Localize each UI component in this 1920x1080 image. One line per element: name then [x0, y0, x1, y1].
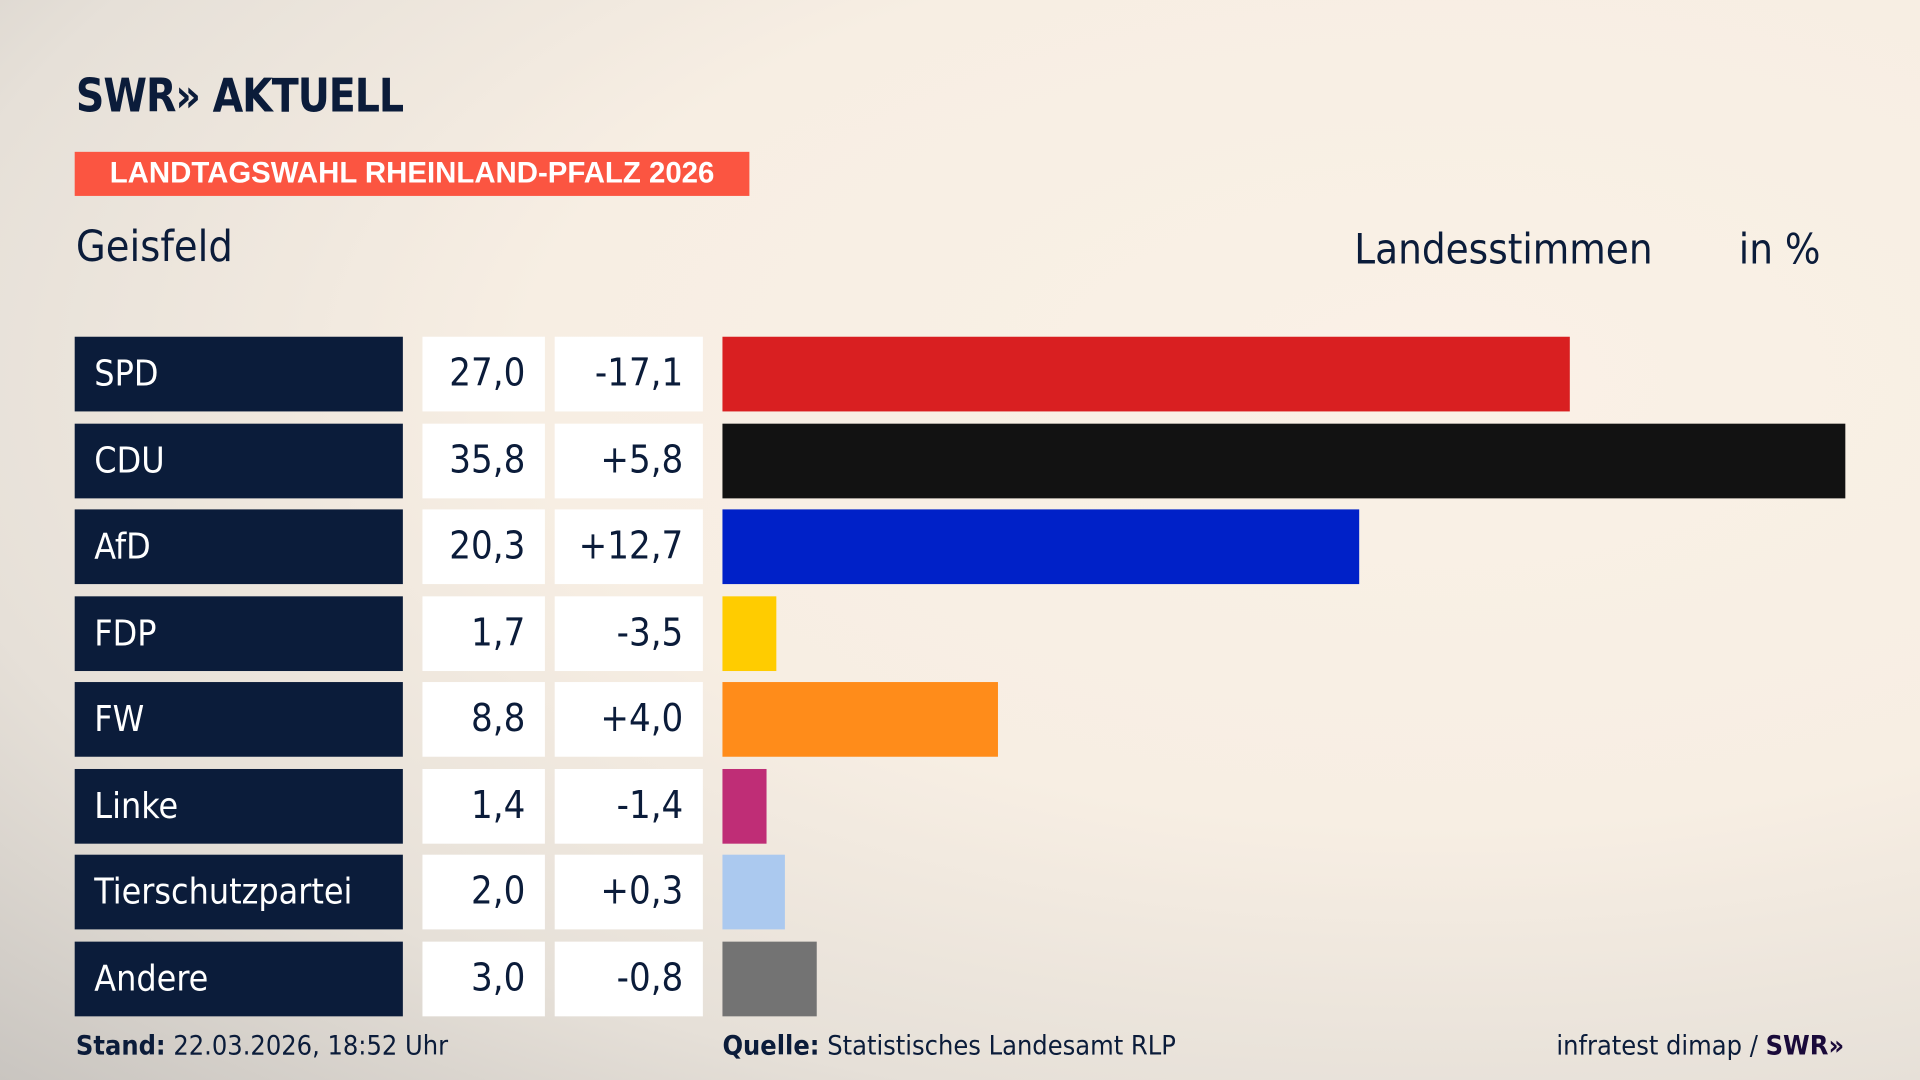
value-label: 8,8 — [422, 682, 545, 757]
diff-label: +4,0 — [554, 682, 703, 757]
diff-label: -1,4 — [554, 768, 703, 844]
party-label: Linke — [74, 768, 403, 844]
party-label: FDP — [74, 595, 403, 671]
bar-linke — [722, 768, 767, 844]
swr-aktuell-logo: SWR» AKTUELL — [75, 68, 404, 123]
value-label: 2,0 — [422, 854, 545, 930]
value-label: 20,3 — [422, 509, 545, 585]
bar-andere — [722, 941, 817, 1016]
bar-fdp — [722, 595, 776, 671]
diff-label: -0,8 — [554, 941, 703, 1016]
party-label: FW — [74, 682, 403, 757]
credit-text: infratest dimap / — [1556, 1031, 1758, 1062]
source-value: Statistisches Landesamt RLP — [827, 1031, 1176, 1062]
timestamp: Stand: 22.03.2026, 18:52 Uhr — [76, 1031, 448, 1062]
election-banner: LANDTAGSWAHL RHEINLAND-PFALZ 2026 — [74, 151, 750, 196]
diff-label: +0,3 — [554, 854, 703, 930]
region-title: Geisfeld — [75, 222, 233, 272]
diff-label: -3,5 — [554, 595, 703, 671]
value-label: 3,0 — [422, 941, 545, 1016]
value-label: 1,7 — [422, 595, 545, 671]
bar-cdu — [722, 423, 1846, 498]
credit: infratest dimap / SWR» — [1556, 1031, 1844, 1062]
bar-afd — [722, 509, 1360, 585]
diff-label: -17,1 — [554, 336, 703, 412]
party-label: Tierschutzpartei — [74, 854, 403, 930]
value-label: 27,0 — [422, 336, 545, 412]
value-label: 35,8 — [422, 423, 545, 498]
party-label: SPD — [74, 336, 403, 412]
diff-label: +12,7 — [554, 509, 703, 585]
diff-label: +5,8 — [554, 423, 703, 498]
source-label: Quelle: — [722, 1031, 820, 1062]
party-label: AfD — [74, 509, 403, 585]
bar-fw — [722, 682, 999, 757]
party-label: CDU — [74, 423, 403, 498]
unit-label: in % — [1738, 225, 1821, 275]
metric-label: Landesstimmen — [1354, 225, 1653, 275]
stand-value: 22.03.2026, 18:52 Uhr — [173, 1031, 449, 1062]
party-label: Andere — [74, 941, 403, 1016]
swr-logo: SWR» — [1765, 1031, 1845, 1062]
value-label: 1,4 — [422, 768, 545, 844]
stand-label: Stand: — [75, 1031, 166, 1062]
bar-tierschutzpartei — [722, 854, 786, 930]
source: Quelle: Statistisches Landesamt RLP — [722, 1031, 1175, 1062]
bar-spd — [722, 336, 1570, 412]
